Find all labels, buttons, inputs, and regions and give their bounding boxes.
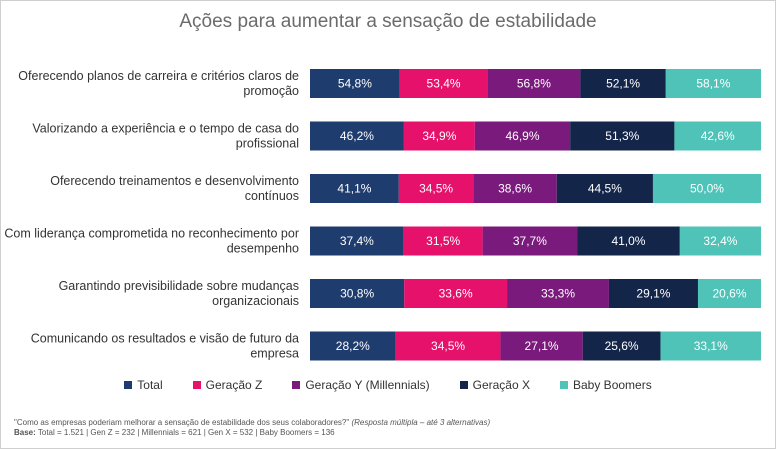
- category-label: Oferecendo planos de carreira e critério…: [18, 69, 299, 83]
- data-label: 58,1%: [696, 77, 730, 91]
- category-label: Valorizando a experiência e o tempo de c…: [32, 122, 299, 136]
- bar-segment: [403, 226, 483, 256]
- bar-segment: [310, 69, 400, 98]
- bar-segment: [310, 279, 405, 308]
- data-label: 37,4%: [340, 234, 374, 248]
- data-label: 37,7%: [513, 234, 547, 248]
- category-label: contínuos: [245, 189, 299, 203]
- data-label: 34,5%: [431, 339, 465, 353]
- bar-segment: [507, 279, 609, 308]
- category-label: Comunicando os resultados e visão de fut…: [31, 332, 299, 346]
- legend-item: Geração X: [459, 378, 530, 392]
- legend-label: Total: [137, 378, 163, 392]
- bar-segment: [474, 121, 571, 151]
- footnote-base-label: Base:: [14, 428, 36, 437]
- bar-segment: [608, 279, 698, 308]
- data-label: 31,5%: [426, 234, 460, 248]
- bar-segment: [697, 279, 761, 308]
- legend-swatch: [192, 381, 201, 389]
- bar-segment: [679, 226, 761, 256]
- data-label: 25,6%: [605, 339, 639, 353]
- bar-segment: [674, 121, 761, 151]
- bar-segment: [473, 174, 557, 203]
- bar-segment: [398, 174, 474, 203]
- bar-segment: [399, 69, 488, 98]
- footnote-question-note: (Resposta múltipla – até 3 alternativas): [351, 418, 491, 427]
- data-label: 54,8%: [338, 77, 372, 91]
- data-label: 52,1%: [606, 77, 640, 91]
- chart-legend: Total Geração Z Geração Y (Millennials) Ger…: [0, 378, 776, 392]
- legend-label: Geração Z: [205, 378, 263, 392]
- legend-label: Geração Y (Millennials): [305, 378, 430, 392]
- legend-swatch: [459, 381, 468, 389]
- data-label: 27,1%: [525, 339, 559, 353]
- bar-segment: [665, 69, 761, 98]
- category-label: Oferecendo treinamentos e desenvolviment…: [50, 174, 299, 188]
- bar-segment: [403, 121, 475, 151]
- category-label: Garantindo previsibilidade sobre mudança…: [59, 279, 299, 293]
- data-label: 28,2%: [336, 339, 370, 353]
- bar-segment: [482, 226, 578, 256]
- bar-segment: [556, 174, 653, 203]
- data-label: 41,1%: [337, 182, 371, 196]
- legend-swatch: [124, 381, 133, 389]
- category-label: promoção: [243, 84, 299, 98]
- category-label: Com liderança comprometida no reconhecim…: [4, 227, 299, 241]
- data-label: 32,4%: [703, 234, 737, 248]
- data-label: 44,5%: [588, 182, 622, 196]
- legend-swatch: [560, 381, 568, 389]
- data-label: 34,9%: [422, 129, 456, 143]
- bar-segment: [660, 331, 761, 361]
- footnote: "Como as empresas poderiam melhorar a se…: [14, 418, 754, 438]
- data-label: 41,0%: [611, 234, 645, 248]
- category-label: empresa: [250, 347, 299, 361]
- category-label: desempenho: [227, 242, 299, 256]
- bar-segment: [310, 121, 404, 151]
- data-label: 30,8%: [340, 287, 374, 301]
- data-label: 51,3%: [605, 129, 639, 143]
- category-label: organizacionais: [212, 294, 299, 308]
- legend-item: Total: [124, 378, 163, 392]
- legend-item: Baby Boomers: [560, 378, 652, 392]
- footnote-question: "Como as empresas poderiam melhorar a se…: [14, 418, 350, 427]
- legend-item: Geração Y (Millennials): [292, 378, 430, 392]
- bar-segment: [395, 331, 501, 361]
- footnote-base-line: Base: Total = 1.521 | Gen Z = 232 | Mill…: [14, 428, 754, 438]
- bar-segment: [310, 331, 396, 361]
- bar-segment: [500, 331, 583, 361]
- data-label: 20,6%: [712, 287, 746, 301]
- bar-segment: [487, 69, 581, 98]
- category-label: profissional: [236, 137, 299, 151]
- data-label: 33,1%: [694, 339, 728, 353]
- data-label: 33,6%: [439, 287, 473, 301]
- data-label: 56,8%: [517, 77, 551, 91]
- data-label: 50,0%: [690, 182, 724, 196]
- footnote-question-line: "Como as empresas poderiam melhorar a se…: [14, 418, 754, 428]
- legend-label: Geração X: [472, 378, 530, 392]
- bar-segment: [580, 69, 666, 98]
- data-label: 46,2%: [340, 129, 374, 143]
- data-label: 29,1%: [636, 287, 670, 301]
- bar-segment: [577, 226, 680, 256]
- legend-swatch: [292, 381, 301, 389]
- legend-label: Baby Boomers: [573, 378, 652, 392]
- data-label: 34,5%: [419, 182, 453, 196]
- bar-segment: [310, 226, 404, 256]
- data-label: 33,3%: [541, 287, 575, 301]
- data-label: 46,9%: [505, 129, 539, 143]
- bar-segment: [582, 331, 661, 361]
- bar-segment: [570, 121, 675, 151]
- bar-segment: [404, 279, 508, 308]
- data-label: 53,4%: [427, 77, 461, 91]
- data-label: 42,6%: [701, 129, 735, 143]
- bar-segment: [652, 174, 761, 203]
- footnote-base-text: Total = 1.521 | Gen Z = 232 | Millennial…: [37, 428, 335, 437]
- chart-title: Ações para aumentar a sensação de estabi…: [179, 11, 597, 32]
- data-label: 38,6%: [498, 182, 532, 196]
- legend-item: Geração Z: [192, 378, 263, 392]
- bar-segment: [310, 174, 399, 203]
